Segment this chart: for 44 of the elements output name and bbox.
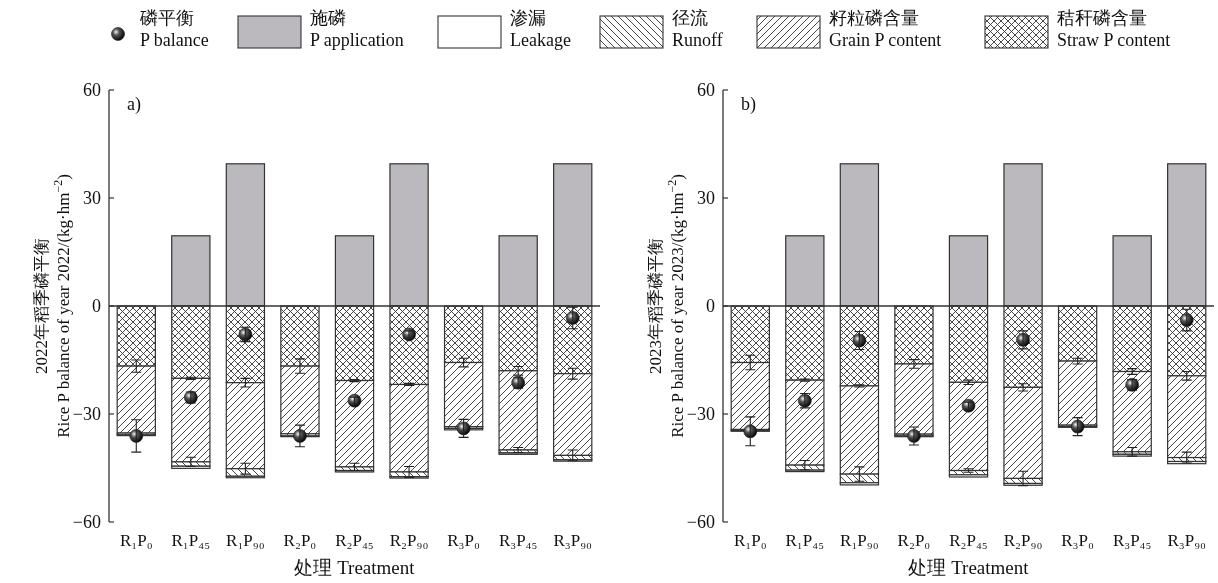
x-tick-label: R₂P₉₀ (1003, 531, 1043, 550)
legend-label: 秸秆磷含量 Straw P content (1057, 8, 1171, 50)
point (565, 311, 580, 325)
x-tick-label: R₂P₄₅ (335, 531, 374, 550)
x-tick-label: R₂P₄₅ (949, 531, 988, 550)
x-tick-label: R₁P₉₀ (840, 531, 879, 550)
x-tick-label: R₁P₀ (119, 531, 153, 550)
x-tick-label: R₃P₄₅ (1112, 531, 1152, 550)
x-tick-label: R₃P₄₅ (498, 531, 538, 550)
x-tick-label: R₁P₉₀ (226, 531, 265, 550)
x-tick-label: R₃P₀ (1061, 531, 1094, 550)
y-tick-label: 30 (83, 188, 101, 208)
y-tick-label: 60 (83, 80, 101, 100)
y-tick-label: 0 (706, 296, 715, 316)
x-tick-label: R₂P₉₀ (389, 531, 429, 550)
legend-label: 施磷 P application (310, 8, 404, 50)
x-tick-label: R₂P₀ (283, 531, 317, 550)
x-tick-label: R₂P₀ (897, 531, 931, 550)
x-tick-label: R₃P₀ (447, 531, 480, 550)
bar (948, 474, 989, 478)
y-tick-label: 0 (92, 296, 101, 316)
legend-label: 籽粒磷含量 Grain P content (829, 8, 942, 50)
y-tick-label: −60 (72, 512, 101, 532)
x-tick-label: R₃P₉₀ (553, 531, 593, 550)
y-tick-label: 60 (697, 80, 715, 100)
x-tick-label: R₁P₄₅ (785, 531, 825, 550)
annotation: b) (741, 94, 756, 115)
y-tick-label: −60 (686, 512, 715, 532)
x-axis-title: 处理 Treatment (908, 557, 1030, 578)
y-tick-label: 30 (697, 188, 715, 208)
x-tick-label: R₁P₄₅ (171, 531, 211, 550)
point (293, 429, 307, 443)
x-tick-label: R₁P₀ (733, 531, 767, 550)
annotation: a) (127, 94, 141, 115)
point (129, 429, 144, 443)
y-tick-label: −30 (686, 404, 715, 424)
x-axis-title: 处理 Treatment (294, 557, 416, 578)
legend-label: 径流 Runoff (672, 8, 723, 50)
point (1179, 313, 1194, 327)
legend-label: 渗漏 Leakage (510, 8, 571, 50)
legend-label: 磷平衡 P balance (139, 8, 209, 50)
point (743, 424, 758, 439)
x-tick-label: R₃P₉₀ (1167, 531, 1207, 550)
y-tick-label: −30 (72, 404, 101, 424)
